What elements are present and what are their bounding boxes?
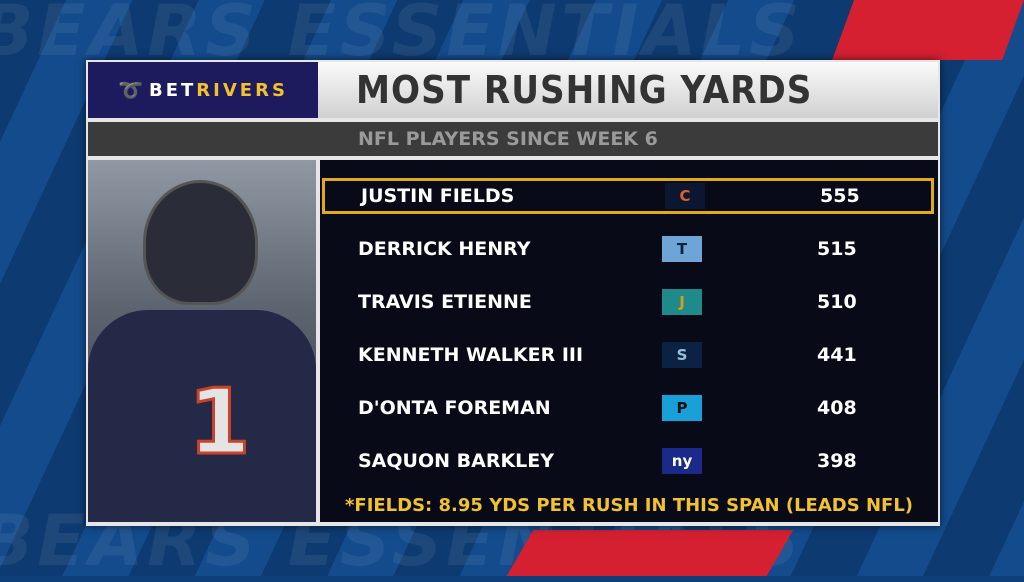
graphic-panel: ➰ BET RIVERS MOST RUSHING YARDS NFL PLAYE… [86,60,940,526]
bears-logo-icon: C [665,183,705,209]
betrivers-logo: ➰ BET RIVERS [88,62,318,118]
player-name: JUSTIN FIELDS [361,185,515,207]
table-row: D'ONTA FOREMAN P 408 [322,390,934,426]
player-name: D'ONTA FOREMAN [358,397,551,419]
panthers-logo-icon: P [662,395,702,421]
page-title: MOST RUSHING YARDS [318,62,938,118]
rivers-swoosh-icon: ➰ [118,78,143,102]
player-name: KENNETH WALKER III [358,344,584,366]
table-row: TRAVIS ETIENNE J 510 [322,284,934,320]
seahawks-logo-icon: S [662,342,702,368]
jaguars-logo-icon: J [662,289,702,315]
player-name: SAQUON BARKLEY [358,450,555,472]
decor-stripe [832,0,1024,60]
logo-bet: BET [149,79,197,101]
table-row: JUSTIN FIELDS C 555 [322,178,934,214]
rushing-yards: 398 [817,450,857,472]
rushing-yards: 510 [817,291,857,313]
jersey-number: 1 [187,369,253,477]
player-photo: 1 [88,160,316,522]
table-row: KENNETH WALKER III S 441 [322,337,934,373]
titans-logo-icon: T [662,236,702,262]
rushing-table: *FIELDS: 8.95 YDS PER RUSH IN THIS SPAN … [320,160,938,522]
subtitle: NFL PLAYERS SINCE WEEK 6 [88,122,938,156]
player-name: DERRICK HENRY [358,238,531,260]
rushing-yards: 441 [817,344,857,366]
giants-logo-icon: ny [662,448,702,474]
player-name: TRAVIS ETIENNE [358,291,532,313]
decor-stripe [506,530,794,576]
rushing-yards: 408 [817,397,857,419]
rushing-yards: 555 [820,185,860,207]
helmet [143,180,258,305]
table-row: SAQUON BARKLEY ny 398 [322,443,934,479]
rushing-yards: 515 [817,238,857,260]
footnote: *FIELDS: 8.95 YDS PER RUSH IN THIS SPAN … [344,495,914,516]
table-row: DERRICK HENRY T 515 [322,231,934,267]
logo-rivers: RIVERS [196,79,288,101]
jersey [88,310,316,522]
